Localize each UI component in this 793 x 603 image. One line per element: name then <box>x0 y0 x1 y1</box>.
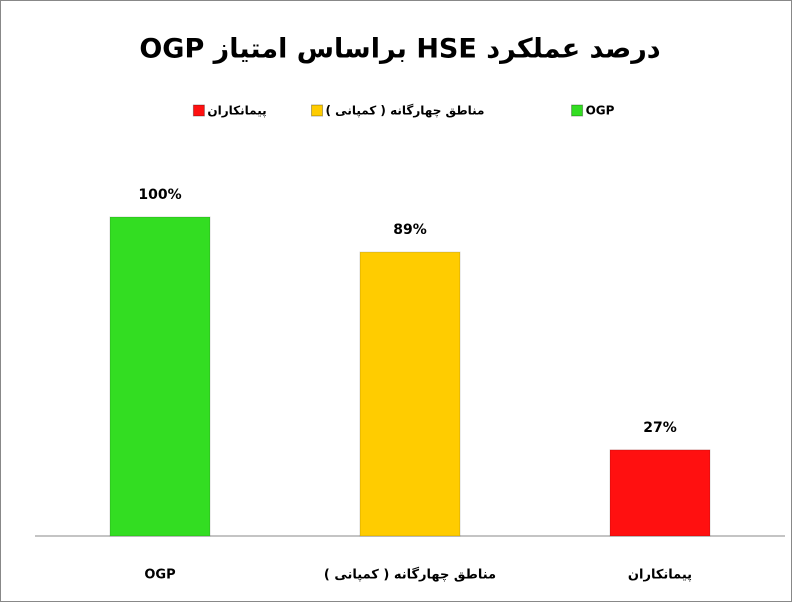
x-tick-label: OGP <box>144 568 175 583</box>
bar <box>609 449 711 537</box>
legend-swatch <box>192 104 205 117</box>
legend-label: مناطق چهارگانه ( کمپانی ) <box>326 104 485 118</box>
legend-swatch <box>571 104 584 117</box>
legend-label: پیمانکاران <box>207 104 266 118</box>
data-label: 100% <box>138 187 181 203</box>
x-tick-label: مناطق چهارگانه ( کمپانی ) <box>324 567 496 583</box>
data-label: 27% <box>643 420 677 436</box>
bar <box>109 216 211 537</box>
data-label: 89% <box>393 222 427 238</box>
legend-label: OGP <box>586 104 615 118</box>
bar <box>359 251 461 537</box>
chart-title: درصد عملکرد HSE براساس امتیاز OGP <box>139 34 660 65</box>
x-tick-label: پیمانکاران <box>628 568 692 583</box>
legend-swatch <box>311 104 324 117</box>
